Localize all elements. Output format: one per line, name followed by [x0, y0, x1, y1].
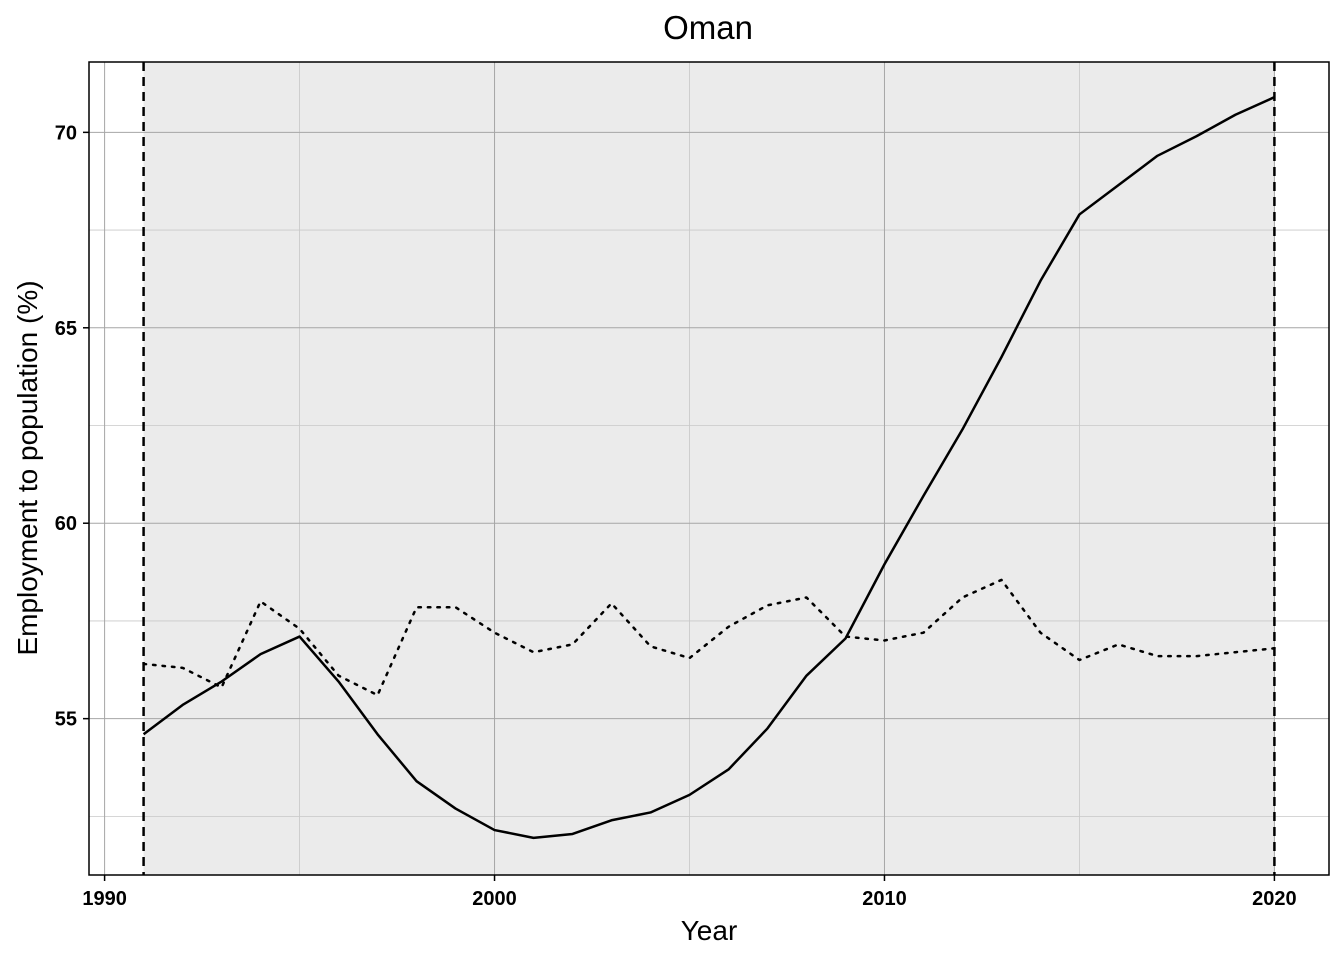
chart-title: Oman — [663, 9, 753, 46]
series-layer — [142, 96, 1276, 840]
y-tick-label: 70 — [55, 122, 77, 144]
reference-lines — [142, 62, 1276, 875]
series-line-2 — [142, 578, 1276, 697]
series-line-1 — [142, 96, 1275, 840]
x-tick-label: 1990 — [82, 888, 127, 910]
panel-border — [88, 61, 1330, 876]
y-tick-label: 65 — [55, 318, 77, 340]
x-tick-label: 2020 — [1252, 888, 1297, 910]
minor-gridlines — [89, 62, 1329, 875]
x-axis-title: Year — [681, 915, 738, 946]
x-tick-label: 2000 — [472, 888, 517, 910]
x-axis: 1990 2000 2010 2020 — [82, 875, 1297, 910]
y-tick-label: 55 — [55, 709, 77, 731]
y-axis: 55 60 65 70 — [55, 122, 89, 731]
x-tick-label: 2010 — [862, 888, 907, 910]
y-tick-label: 60 — [55, 513, 77, 535]
y-axis-title: Employment to population (%) — [12, 280, 43, 655]
shaded-region — [143, 62, 1275, 875]
